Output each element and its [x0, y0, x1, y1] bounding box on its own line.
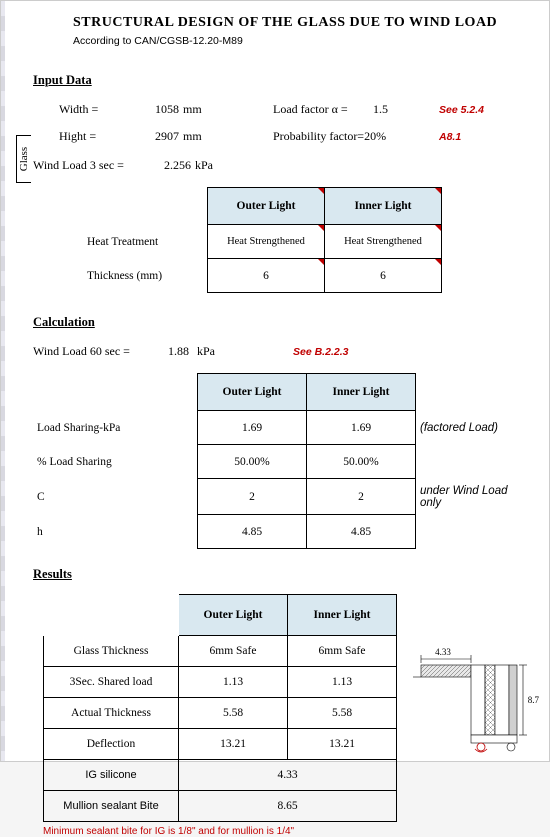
calc-row-label: % Load Sharing — [33, 445, 198, 479]
thickness-inner[interactable]: 6 — [325, 259, 442, 293]
calc-cell: 2 — [307, 479, 416, 515]
section-results-header: Results — [33, 567, 539, 582]
table-row: Heat Treatment Heat Strengthened Heat St… — [83, 225, 442, 259]
calc-row-label: Load Sharing-kPa — [33, 411, 198, 445]
res-row-label: 3Sec. Shared load — [44, 667, 179, 698]
calc-col1: Outer Light — [198, 374, 307, 411]
section-detail-drawing: 4.33 8.7 — [413, 645, 543, 755]
calc-cell: 50.00% — [307, 445, 416, 479]
calc-cell: 4.85 — [198, 515, 307, 549]
table-row: Mullion sealant Bite 8.65 — [44, 791, 397, 822]
wind60-value: 1.88 — [153, 344, 189, 359]
heat-treatment-inner[interactable]: Heat Strengthened — [325, 225, 442, 259]
width-value[interactable]: 1058 — [129, 102, 179, 117]
wind60-unit: kPa — [189, 344, 233, 359]
table-row: Deflection 13.21 13.21 — [44, 729, 397, 760]
calc-note — [416, 445, 531, 479]
table-row: h 4.85 4.85 — [33, 515, 530, 549]
wind3-value[interactable]: 2.256 — [143, 158, 191, 173]
res-cell: 1.13 — [288, 667, 397, 698]
heat-treatment-label: Heat Treatment — [83, 225, 208, 259]
height-label: Hight = — [59, 129, 129, 144]
table-row: IG silicone 4.33 — [44, 760, 397, 791]
thickness-label: Thickness (mm) — [83, 259, 208, 293]
res-row-label: Actual Thickness — [44, 698, 179, 729]
calc-cell: 1.69 — [198, 411, 307, 445]
res-row-label: Deflection — [44, 729, 179, 760]
res-cell: 13.21 — [179, 729, 288, 760]
res-cell: 6mm Safe — [288, 636, 397, 667]
res-col2: Inner Light — [288, 595, 397, 636]
res-cell: 1.13 — [179, 667, 288, 698]
section-calc-header: Calculation — [33, 315, 539, 330]
table-row: % Load Sharing 50.00% 50.00% — [33, 445, 530, 479]
load-factor-value[interactable]: 1.5 — [373, 102, 399, 117]
load-factor-ref: See 5.2.4 — [439, 104, 484, 116]
wind60-ref: See B.2.2.3 — [293, 346, 348, 358]
table-row: Actual Thickness 5.58 5.58 — [44, 698, 397, 729]
table-row: Thickness (mm) 6 6 — [83, 259, 442, 293]
calc-col2: Inner Light — [307, 374, 416, 411]
res-cell: 6mm Safe — [179, 636, 288, 667]
wind3-unit: kPa — [191, 158, 225, 173]
wind3-label: Wind Load 3 sec = — [33, 158, 143, 173]
glass-bracket: Glass — [16, 135, 31, 183]
res-row-label: Glass Thickness — [44, 636, 179, 667]
calc-row-label: C — [33, 479, 198, 515]
prob-factor-ref: A8.1 — [439, 131, 461, 143]
table-row: Load Sharing-kPa 1.69 1.69 (factored Loa… — [33, 411, 530, 445]
height-unit: mm — [179, 129, 213, 144]
page-title: STRUCTURAL DESIGN OF THE GLASS DUE TO WI… — [73, 15, 539, 31]
footnote: Minimum sealant bite for IG is 1/8" and … — [43, 826, 539, 837]
width-label: Width = — [59, 102, 129, 117]
calc-row-label: h — [33, 515, 198, 549]
page-subtitle: According to CAN/CGSB-12.20-M89 — [73, 35, 539, 47]
calc-note — [416, 515, 531, 549]
treatment-table: Outer Light Inner Light Heat Treatment H… — [83, 187, 442, 293]
mullion-value: 8.65 — [179, 791, 397, 822]
row-headers-edge — [1, 1, 5, 761]
calc-note: (factored Load) — [416, 411, 531, 445]
ig-label: IG silicone — [44, 760, 179, 791]
res-cell: 13.21 — [288, 729, 397, 760]
load-factor-label: Load factor α = — [273, 102, 373, 117]
prob-factor-label: Probability factor=20% — [273, 129, 423, 144]
mullion-label: Mullion sealant Bite — [44, 791, 179, 822]
heat-treatment-outer[interactable]: Heat Strengthened — [208, 225, 325, 259]
treatment-col1: Outer Light — [208, 188, 325, 225]
dim-label: 4.33 — [435, 647, 451, 657]
section-input-header: Input Data — [33, 73, 539, 88]
wind60-label: Wind Load 60 sec = — [33, 344, 153, 359]
table-row: C 2 2 under Wind Load only — [33, 479, 530, 515]
dim-label: 8.7 — [528, 695, 540, 705]
res-col1: Outer Light — [179, 595, 288, 636]
calc-note: under Wind Load only — [416, 479, 531, 515]
results-table: Outer Light Inner Light Glass Thickness … — [43, 594, 397, 822]
calc-table: Outer Light Inner Light Load Sharing-kPa… — [33, 373, 530, 549]
spreadsheet-page: STRUCTURAL DESIGN OF THE GLASS DUE TO WI… — [0, 0, 550, 762]
glass-label: Glass — [18, 147, 30, 171]
res-cell: 5.58 — [288, 698, 397, 729]
calc-cell: 1.69 — [307, 411, 416, 445]
table-row: Glass Thickness 6mm Safe 6mm Safe — [44, 636, 397, 667]
calc-cell: 50.00% — [198, 445, 307, 479]
calc-cell: 2 — [198, 479, 307, 515]
thickness-outer[interactable]: 6 — [208, 259, 325, 293]
calc-cell: 4.85 — [307, 515, 416, 549]
treatment-col2: Inner Light — [325, 188, 442, 225]
width-unit: mm — [179, 102, 213, 117]
height-value[interactable]: 2907 — [129, 129, 179, 144]
res-cell: 5.58 — [179, 698, 288, 729]
table-row: 3Sec. Shared load 1.13 1.13 — [44, 667, 397, 698]
ig-value: 4.33 — [179, 760, 397, 791]
